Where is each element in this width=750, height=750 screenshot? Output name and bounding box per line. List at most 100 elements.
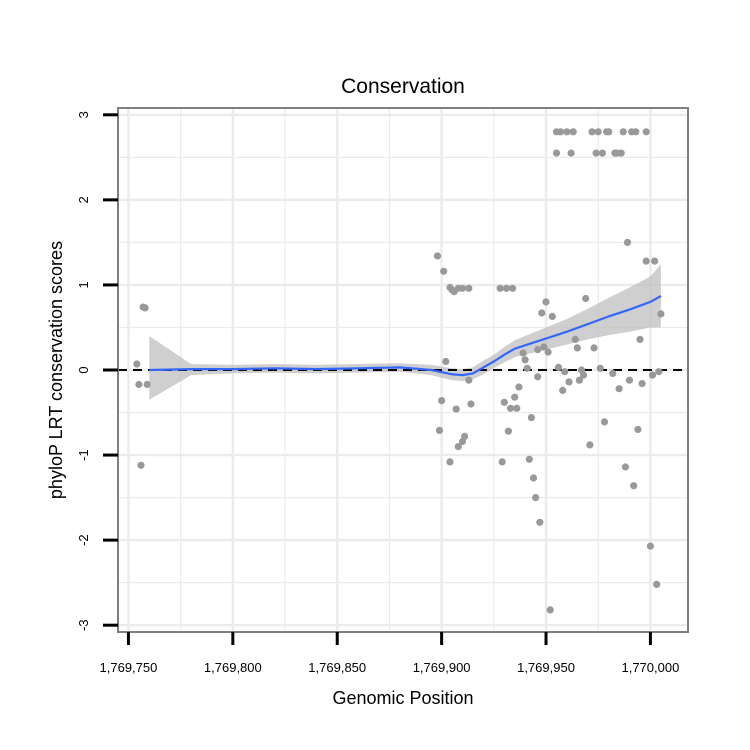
data-point <box>625 376 634 384</box>
x-tick-label: 1,769,900 <box>413 660 471 675</box>
x-tick-label: 1,769,950 <box>517 660 575 675</box>
data-point <box>592 149 600 157</box>
axes: 1,769,750 1,769,800 1,769,850 1,769,900 1,76… <box>76 111 679 675</box>
data-point <box>646 542 655 550</box>
data-point <box>525 455 533 463</box>
data-point <box>623 238 632 246</box>
data-point <box>519 349 527 357</box>
data-point <box>586 441 594 449</box>
data-point <box>605 128 613 136</box>
data-point <box>465 284 473 292</box>
data-point <box>546 606 554 614</box>
data-point <box>557 128 565 136</box>
data-point <box>521 356 529 364</box>
y-tick-label: 1 <box>76 281 91 288</box>
data-point <box>642 257 650 265</box>
data-point <box>548 312 556 320</box>
data-point <box>496 284 504 292</box>
data-point <box>598 149 607 157</box>
y-tick-label: -1 <box>76 449 91 461</box>
data-point <box>513 404 521 412</box>
data-point <box>642 128 650 136</box>
data-point <box>527 414 536 422</box>
data-point <box>619 128 627 136</box>
data-point <box>634 425 642 434</box>
data-point <box>580 371 588 379</box>
data-point <box>571 335 579 343</box>
data-point <box>454 443 462 451</box>
data-point <box>569 128 577 136</box>
data-point <box>133 360 141 368</box>
data-point <box>582 294 590 303</box>
data-point <box>636 335 644 343</box>
data-point <box>498 458 506 466</box>
data-point <box>540 343 548 351</box>
data-point <box>506 404 515 412</box>
x-tick-label: 1,769,750 <box>100 660 158 675</box>
data-point <box>504 427 512 435</box>
data-point <box>458 284 467 292</box>
data-point <box>630 482 638 490</box>
data-point <box>502 284 510 292</box>
data-point <box>534 373 542 381</box>
data-point <box>561 368 569 376</box>
data-point <box>563 128 571 136</box>
data-point <box>467 400 475 408</box>
x-tick-label: 1,769,850 <box>308 660 366 675</box>
data-point <box>536 518 544 526</box>
data-point <box>532 494 540 502</box>
y-axis-title: phyloP LRT conservation scores <box>46 241 66 499</box>
data-point <box>461 432 469 440</box>
data-point <box>590 344 598 352</box>
smooth-line-layer <box>149 295 662 377</box>
chart-title: Conservation <box>341 75 465 98</box>
data-point <box>638 380 646 388</box>
y-tick-label: 0 <box>76 366 91 373</box>
data-point <box>552 149 561 157</box>
data-point <box>141 304 149 312</box>
data-point <box>544 348 552 356</box>
data-point <box>143 380 151 389</box>
data-point <box>440 267 448 275</box>
data-point <box>438 397 446 405</box>
data-point <box>653 580 661 589</box>
data-point <box>600 418 609 426</box>
data-point <box>452 405 460 413</box>
data-point <box>575 376 584 384</box>
data-point <box>657 310 665 318</box>
data-point <box>632 128 640 136</box>
data-point <box>435 426 444 434</box>
data-point <box>446 458 454 466</box>
data-point <box>615 385 623 393</box>
data-point <box>594 128 602 136</box>
data-point <box>596 364 604 372</box>
data-point <box>523 364 531 372</box>
y-tick-label: 2 <box>76 196 91 203</box>
data-point <box>511 393 519 401</box>
data-point <box>433 252 442 260</box>
data-point <box>135 380 143 389</box>
data-point <box>500 398 508 406</box>
data-point <box>609 369 617 377</box>
data-point <box>651 257 659 265</box>
confidence-band <box>149 264 661 400</box>
data-point <box>465 376 473 384</box>
smooth-line <box>149 295 662 377</box>
data-point <box>621 463 630 471</box>
points-layer <box>133 128 665 614</box>
x-axis-title: Genomic Position <box>332 688 473 708</box>
data-point <box>565 378 573 386</box>
y-tick-label: -3 <box>76 619 91 631</box>
data-point <box>515 383 523 391</box>
data-point <box>538 309 546 317</box>
data-point <box>648 371 657 379</box>
y-tick-label: -2 <box>76 534 91 546</box>
data-point <box>554 363 563 371</box>
data-point <box>559 386 567 394</box>
data-point <box>655 368 663 376</box>
data-point <box>442 357 450 366</box>
data-point <box>617 149 625 157</box>
x-tick-label: 1,769,800 <box>204 660 262 675</box>
